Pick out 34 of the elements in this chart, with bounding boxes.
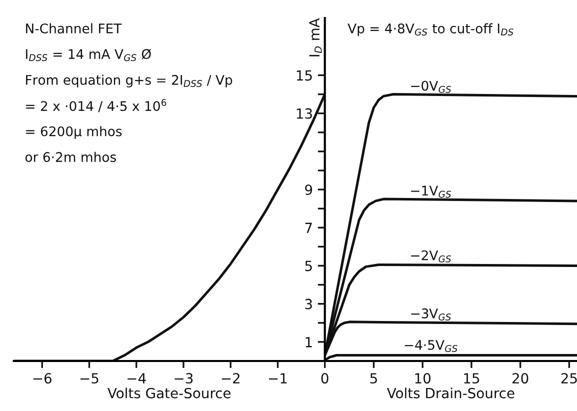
annotation: or 6·2m mhos	[25, 152, 116, 162]
series-label: −1V$_{GS}$	[411, 186, 452, 198]
x-tick-label: −4	[128, 373, 146, 384]
series-label: −3V$_{GS}$	[411, 308, 451, 321]
x-tick-label: −3	[174, 373, 193, 384]
x-axis-title: Volts Drain-Source	[386, 388, 514, 398]
x-tick-label: −1	[268, 373, 287, 384]
series-label: −4·5V$_{GS}$	[404, 340, 458, 352]
y-axis-title: I$_{D}$ mA	[309, 18, 322, 56]
x-tick-label: 15	[464, 373, 480, 384]
annotation: = 6200μ mhos	[26, 126, 122, 139]
annotation: From equation g+s = 2I$_{DSS}$ / Vp	[26, 74, 232, 88]
x-tick-label: 20	[512, 373, 528, 384]
y-tick-label: 1	[306, 337, 312, 348]
y-tick-label: 9	[305, 184, 312, 196]
series-label: −0V$_{GS}$	[411, 80, 452, 93]
y-tick-label: 15	[296, 70, 312, 81]
y-tick-label: 13	[296, 108, 312, 119]
y-tick-label: 3	[305, 298, 312, 310]
annotation: = 2 x ·014 / 4·5 x 10$^{6}$	[26, 98, 166, 112]
x-tick-label: −6	[33, 373, 52, 384]
x-tick-label: −5	[80, 373, 98, 384]
annotation: I$_{DSS}$ = 14 mA V$_{GS}$ Ø	[26, 48, 151, 62]
x-tick-label: 25	[561, 373, 577, 384]
x-tick-label: 10	[415, 373, 430, 384]
annotation: N-Channel FET	[26, 23, 122, 34]
x-tick-label: 5	[370, 373, 377, 384]
y-tick-label: 7	[305, 222, 312, 233]
y-tick-label: 5	[305, 260, 312, 272]
annotation: Vp = 4·8V$_{GS}$ to cut-off I$_{DS}$	[348, 23, 514, 36]
series-label: −2V$_{GS}$	[411, 250, 452, 262]
x-tick-label: −2	[222, 373, 240, 384]
x-axis-title: Volts Gate-Source	[108, 388, 231, 398]
x-tick-label: 0	[321, 373, 328, 384]
